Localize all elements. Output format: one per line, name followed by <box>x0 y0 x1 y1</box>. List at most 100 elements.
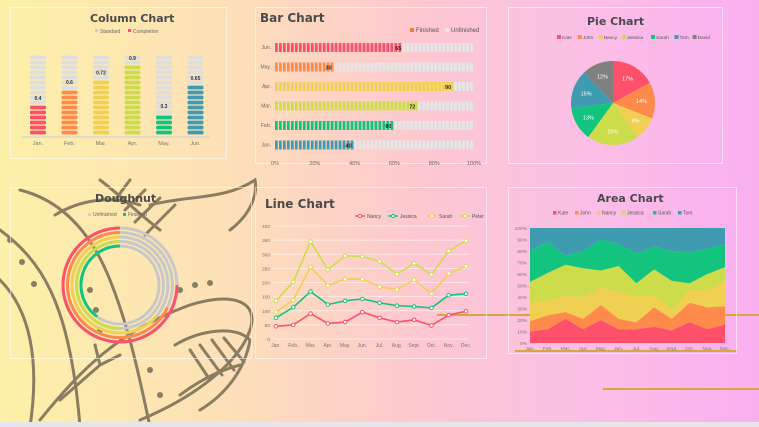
bar-segment <box>438 43 441 52</box>
bar-segment <box>410 43 414 52</box>
bar-segment <box>286 43 290 52</box>
legend-label: Jessica <box>400 214 417 220</box>
bar-segment <box>434 121 437 130</box>
bar-segment <box>430 82 433 91</box>
column-segment <box>61 65 78 70</box>
bar-segment <box>278 101 282 111</box>
legend-label-unfinished: Unfinished <box>93 212 117 218</box>
pie-data-label: 14% <box>636 99 647 105</box>
bar-segment <box>370 101 374 111</box>
bar-segment <box>470 101 473 111</box>
bar-segment <box>350 121 354 130</box>
bar-segment <box>446 101 449 111</box>
column-segment <box>124 75 141 80</box>
y-tick-label: 400 <box>262 224 270 230</box>
legend-label-unfinished: Unfinished <box>451 28 479 34</box>
bar-segment <box>382 82 386 91</box>
bar-segment <box>446 121 449 130</box>
column-segment <box>124 130 141 135</box>
y-tick-label: 100% <box>515 226 528 232</box>
bar-segment <box>402 43 406 52</box>
bar-segment <box>450 140 453 150</box>
bar-segment <box>378 82 382 91</box>
bar-segment <box>334 121 338 130</box>
column-segment <box>61 55 78 60</box>
bar-segment <box>294 121 298 130</box>
series-point <box>290 322 296 328</box>
legend-swatch <box>577 35 582 39</box>
bar-segment <box>418 82 422 91</box>
column-segment <box>93 90 109 95</box>
bar-segment <box>454 43 457 52</box>
bar-segment <box>418 140 422 150</box>
bar-segment <box>394 62 398 72</box>
series-point <box>429 272 434 277</box>
legend-swatch <box>653 211 657 215</box>
x-tick-label: Oct. <box>427 343 436 349</box>
bar-segment <box>366 101 370 111</box>
area-series-kate <box>530 318 725 343</box>
pie-slice <box>613 103 653 137</box>
column-segment <box>93 115 109 120</box>
legend-swatch <box>651 35 655 39</box>
series-point <box>446 248 452 254</box>
bar-segment <box>470 62 473 72</box>
column-data-label: 0.65 <box>191 76 201 82</box>
bar-segment <box>354 82 358 91</box>
column-segment <box>187 65 204 70</box>
x-tick-label: Apr. <box>128 141 138 147</box>
bar-segment <box>318 82 322 91</box>
bar-segment <box>354 140 358 150</box>
bar-segment <box>398 62 402 72</box>
bar-segment <box>318 62 322 72</box>
bar-segment <box>394 140 398 150</box>
bar-segment <box>374 62 378 72</box>
bar-segment <box>314 121 318 130</box>
bar-segment <box>454 140 457 150</box>
bar-segment <box>386 140 390 150</box>
bar-segment <box>358 43 362 52</box>
column-segment <box>61 105 78 110</box>
bar-data-label: 40 <box>346 144 352 150</box>
bar-segment <box>298 101 302 111</box>
bar-data-label: 65 <box>395 46 401 52</box>
bar-segment <box>278 82 282 91</box>
bar-segment <box>450 101 453 111</box>
bar-data-label: 30 <box>326 66 332 72</box>
legend-label: Sarah <box>658 211 672 217</box>
bar-segment <box>422 121 426 130</box>
bar-segment <box>450 43 453 52</box>
bar-segment <box>370 43 374 52</box>
legend-swatch-unfinished <box>88 213 91 216</box>
column-data-label: 0.6 <box>66 80 73 86</box>
column-chart-title: Column Chart <box>90 12 175 25</box>
bar-segment <box>406 140 410 150</box>
column-segment <box>30 125 46 130</box>
series-point <box>308 311 313 316</box>
bar-data-label: 72 <box>409 105 415 111</box>
bar-segment <box>334 101 338 111</box>
bar-segment <box>354 101 358 111</box>
bar-segment <box>454 62 457 72</box>
bar-segment <box>434 140 437 150</box>
legend-swatch <box>678 211 682 215</box>
bar-segment <box>302 43 306 52</box>
bar-segment <box>338 43 342 52</box>
bar-segment <box>334 140 338 150</box>
bar-segment <box>330 82 334 91</box>
bar-segment <box>414 62 418 72</box>
legend-label-standard: Standard <box>100 29 121 35</box>
bar-segment <box>382 62 386 72</box>
bar-segment <box>470 140 473 150</box>
bar-segment <box>438 101 441 111</box>
column-segment <box>187 75 204 80</box>
series-point <box>360 276 365 282</box>
bar-segment <box>330 62 334 72</box>
column-segment <box>93 130 109 135</box>
column-data-label: 0.72 <box>96 70 106 76</box>
doughnut-chart-title: Doughnut <box>95 192 157 205</box>
bar-segment <box>275 121 278 130</box>
bar-segment <box>318 101 322 111</box>
bar-segment <box>382 140 386 150</box>
area-chart: Kate John Nancy Jessica Sarah Tom 0% 10% 20% 30% 4… <box>515 211 730 353</box>
